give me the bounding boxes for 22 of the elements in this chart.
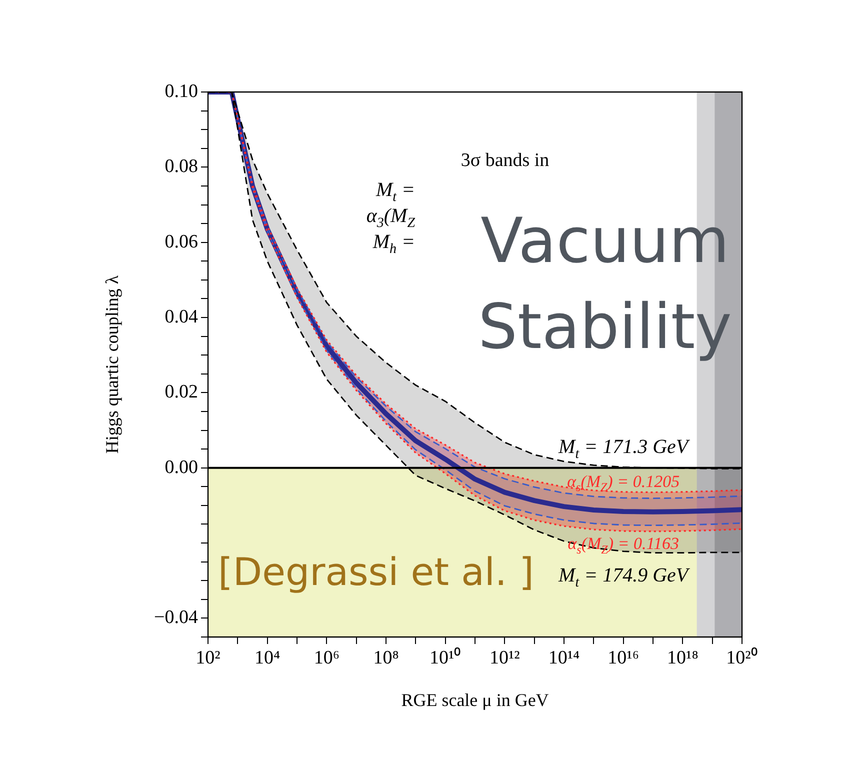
- x-tick-label: 10¹²: [489, 647, 520, 668]
- x-tick-label: 10¹⁴: [548, 647, 580, 668]
- x-tick-label: 10¹⁸: [667, 647, 698, 668]
- y-tick-label: 0.00: [164, 456, 198, 478]
- x-tick-label: 10¹⁶: [608, 647, 639, 668]
- y-tick-label: 0.04: [164, 306, 198, 328]
- y-tick-label: 0.10: [164, 80, 198, 102]
- x-tick-label: 10²⁰: [726, 646, 758, 668]
- x-tick-label: 10⁸: [373, 647, 399, 668]
- y-tick-label: 0.02: [164, 382, 198, 403]
- x-tick-label: 10¹⁰: [429, 646, 462, 668]
- annotation: 3σ bands in: [460, 150, 550, 171]
- y-tick-label: 0.08: [164, 156, 198, 178]
- x-tick-label: 10⁶: [314, 647, 340, 668]
- x-tick-label: 10⁴: [254, 647, 281, 668]
- annotation: Vacuum Stability: [478, 204, 732, 363]
- x-axis-title: RGE scale μ in GeV: [401, 690, 549, 710]
- y-tick-label: −0.04: [154, 607, 198, 628]
- y-tick-label: 0.06: [164, 231, 198, 252]
- annotation: [Degrassi et al. ]: [218, 550, 534, 594]
- x-tick-label: 10²: [196, 647, 221, 668]
- y-axis-title: Higgs quartic coupling λ: [102, 275, 122, 454]
